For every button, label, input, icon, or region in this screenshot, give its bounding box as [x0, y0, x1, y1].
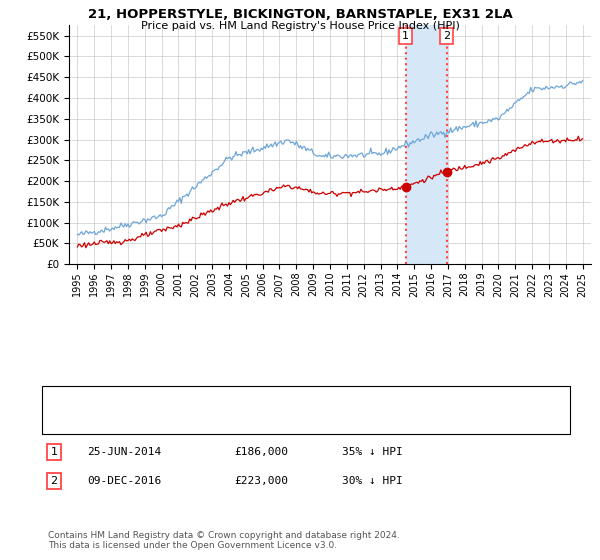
Text: Contains HM Land Registry data © Crown copyright and database right 2024.
This d: Contains HM Land Registry data © Crown c…	[48, 530, 400, 550]
Text: 21, HOPPERSTYLE, BICKINGTON, BARNSTAPLE, EX31 2LA: 21, HOPPERSTYLE, BICKINGTON, BARNSTAPLE,…	[88, 8, 512, 21]
Text: 1: 1	[402, 31, 409, 41]
Text: HPI: Average price, detached house, North Devon: HPI: Average price, detached house, Nort…	[87, 416, 346, 426]
Text: £223,000: £223,000	[234, 476, 288, 486]
Text: 1: 1	[50, 447, 58, 457]
Text: 35% ↓ HPI: 35% ↓ HPI	[342, 447, 403, 457]
Text: £186,000: £186,000	[234, 447, 288, 457]
Text: 09-DEC-2016: 09-DEC-2016	[87, 476, 161, 486]
Text: ——: ——	[51, 392, 76, 405]
Text: 25-JUN-2014: 25-JUN-2014	[87, 447, 161, 457]
Bar	[406, 25, 446, 264]
Text: 2: 2	[50, 476, 58, 486]
Text: 21, HOPPERSTYLE, BICKINGTON, BARNSTAPLE, EX31 2LA (detached house): 21, HOPPERSTYLE, BICKINGTON, BARNSTAPLE,…	[87, 394, 477, 404]
Text: 30% ↓ HPI: 30% ↓ HPI	[342, 476, 403, 486]
Text: ——: ——	[51, 414, 76, 428]
Text: 2: 2	[443, 31, 450, 41]
Text: Price paid vs. HM Land Registry's House Price Index (HPI): Price paid vs. HM Land Registry's House …	[140, 21, 460, 31]
